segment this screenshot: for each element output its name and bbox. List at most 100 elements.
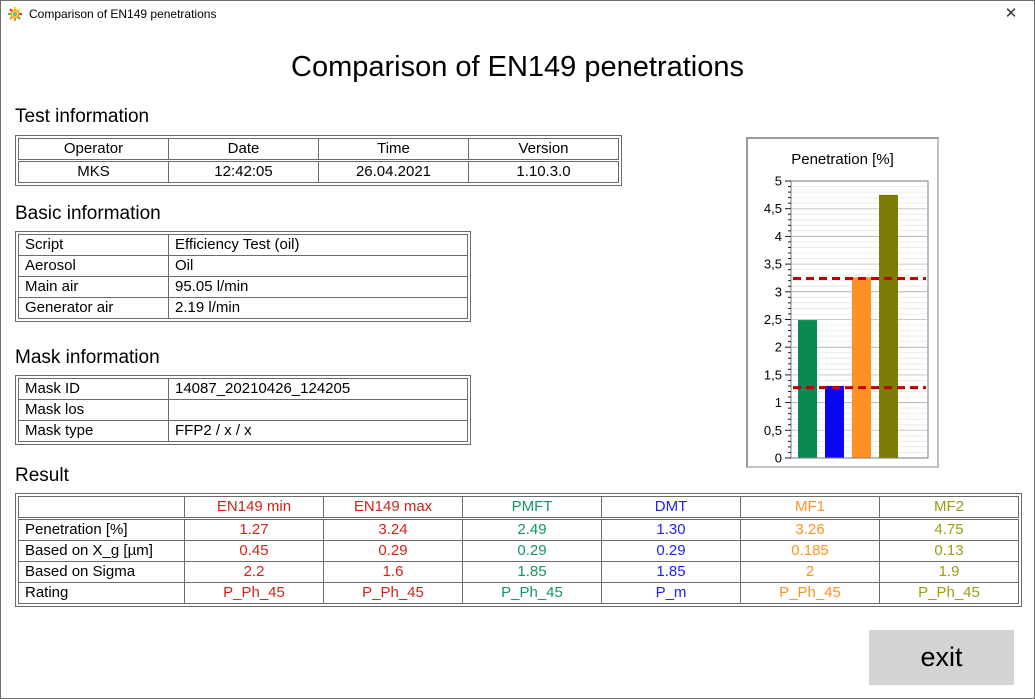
y-axis-tick-label: 5: [775, 174, 782, 189]
result-cell: 1.85: [601, 561, 741, 583]
row-label: Mask ID: [18, 378, 169, 400]
result-cell: 0.29: [601, 540, 741, 562]
result-cell: 0.45: [184, 540, 324, 562]
table-row: Mask los: [18, 399, 468, 421]
y-axis-tick-label: 3,5: [764, 257, 782, 272]
result-row: Based on Sigma 2.2 1.6 1.85 1.85 2 1.9: [18, 561, 1019, 583]
column-header: Date: [168, 138, 319, 162]
result-cell: 2: [740, 561, 880, 583]
row-label: Mask type: [18, 420, 169, 442]
result-cell: P_Ph_45: [184, 582, 324, 604]
chart-panel: Penetration [%] 0 0,5 1 1,5 2 2,5 3 3,5 4 4,5 5: [746, 137, 939, 468]
row-value: FFP2 / x / x: [168, 420, 468, 442]
close-icon[interactable]: ✕: [1004, 5, 1018, 22]
bar-MF2: [879, 194, 898, 458]
table-row: Mask type FFP2 / x / x: [18, 420, 468, 442]
result-column-header: MF2: [879, 496, 1019, 520]
date-value: 12:42:05: [168, 160, 319, 183]
result-column-header: EN149 min: [184, 496, 324, 520]
result-cell: P_Ph_45: [462, 582, 602, 604]
result-cell: 1.85: [462, 561, 602, 583]
basic-information-table: Script Efficiency Test (oil) Aerosol Oil…: [15, 231, 471, 322]
bar-DMT: [825, 385, 844, 458]
y-axis-tick-label: 2: [775, 340, 782, 355]
y-axis-tick-label: 0: [775, 451, 782, 466]
mask-information-heading: Mask information: [15, 347, 160, 368]
row-label: Script: [18, 234, 169, 256]
column-header: Version: [468, 138, 619, 162]
row-label: Generator air: [18, 297, 169, 319]
table-row: Generator air 2.19 l/min: [18, 297, 468, 319]
result-cell: 4.75: [879, 518, 1019, 541]
result-cell: P_Ph_45: [740, 582, 880, 604]
result-column-header: MF1: [740, 496, 880, 520]
result-corner-cell: [18, 496, 185, 520]
row-value: 2.19 l/min: [168, 297, 468, 319]
test-information-table: Operator Date Time Version MKS 12:42:05 …: [15, 135, 622, 186]
row-value: [168, 399, 468, 421]
result-row: Rating P_Ph_45 P_Ph_45 P_Ph_45 P_m P_Ph_45 P_P…: [18, 582, 1019, 604]
row-value: Efficiency Test (oil): [168, 234, 468, 256]
row-value: 14087_20210426_124205: [168, 378, 468, 400]
result-column-header: DMT: [601, 496, 741, 520]
y-axis-tick-label: 3: [775, 284, 782, 299]
table-row: Mask ID 14087_20210426_124205: [18, 378, 468, 400]
result-row: Based on X_g [µm] 0.45 0.29 0.29 0.29 0.185 0.…: [18, 540, 1019, 562]
row-value: Oil: [168, 255, 468, 277]
result-cell: 2.2: [184, 561, 324, 583]
row-value: 95.05 l/min: [168, 276, 468, 298]
penetration-bar-chart: 0 0,5 1 1,5 2 2,5 3 3,5 4 4,5 5: [764, 174, 929, 466]
version-value: 1.10.3.0: [468, 160, 619, 183]
result-cell: 3.26: [740, 518, 880, 541]
result-header-row: EN149 min EN149 max PMFT DMT MF1 MF2: [18, 496, 1019, 520]
y-axis-tick-label: 4: [775, 229, 782, 244]
page-title: Comparison of EN149 penetrations: [291, 51, 744, 83]
table-row: Operator Date Time Version: [18, 138, 619, 162]
result-row-label: Penetration [%]: [18, 518, 185, 541]
result-cell: 1.27: [184, 518, 324, 541]
y-axis-tick-label: 1: [775, 395, 782, 410]
table-row: MKS 12:42:05 26.04.2021 1.10.3.0: [18, 160, 619, 183]
window-titlebar: Comparison of EN149 penetrations ✕: [1, 1, 1034, 27]
y-axis-tick-label: 0,5: [764, 423, 782, 438]
result-cell: 0.185: [740, 540, 880, 562]
result-row: Penetration [%] 1.27 3.24 2.49 1.30 3.26 4.75: [18, 518, 1019, 541]
column-header: Time: [318, 138, 469, 162]
result-cell: 2.49: [462, 518, 602, 541]
time-value: 26.04.2021: [318, 160, 469, 183]
result-row-label: Based on Sigma: [18, 561, 185, 583]
y-axis-tick-label: 1,5: [764, 367, 782, 382]
result-row-label: Rating: [18, 582, 185, 604]
basic-information-heading: Basic information: [15, 203, 161, 224]
result-cell: 1.9: [879, 561, 1019, 583]
result-cell: P_Ph_45: [323, 582, 463, 604]
exit-button[interactable]: exit: [869, 630, 1014, 685]
result-cell: 0.13: [879, 540, 1019, 562]
chart-title: Penetration [%]: [791, 151, 894, 168]
table-row: Main air 95.05 l/min: [18, 276, 468, 298]
result-cell: 0.29: [462, 540, 602, 562]
result-row-label: Based on X_g [µm]: [18, 540, 185, 562]
result-cell: 0.29: [323, 540, 463, 562]
result-heading: Result: [15, 465, 69, 486]
result-cell: 1.6: [323, 561, 463, 583]
y-axis-tick-label: 4,5: [764, 201, 782, 216]
row-label: Aerosol: [18, 255, 169, 277]
column-header: Operator: [18, 138, 169, 162]
window-title: Comparison of EN149 penetrations: [29, 7, 217, 21]
result-column-header: EN149 max: [323, 496, 463, 520]
row-label: Mask los: [18, 399, 169, 421]
mask-information-table: Mask ID 14087_20210426_124205 Mask los M…: [15, 375, 471, 445]
result-cell: P_m: [601, 582, 741, 604]
bar-MF1: [852, 277, 871, 458]
table-row: Aerosol Oil: [18, 255, 468, 277]
table-row: Script Efficiency Test (oil): [18, 234, 468, 256]
app-icon: [7, 6, 23, 22]
operator-value: MKS: [18, 160, 169, 183]
result-cell: 1.30: [601, 518, 741, 541]
y-axis-tick-label: 2,5: [764, 312, 782, 327]
result-table: EN149 min EN149 max PMFT DMT MF1 MF2 Penetrati…: [15, 493, 1022, 607]
result-cell: P_Ph_45: [879, 582, 1019, 604]
row-label: Main air: [18, 276, 169, 298]
